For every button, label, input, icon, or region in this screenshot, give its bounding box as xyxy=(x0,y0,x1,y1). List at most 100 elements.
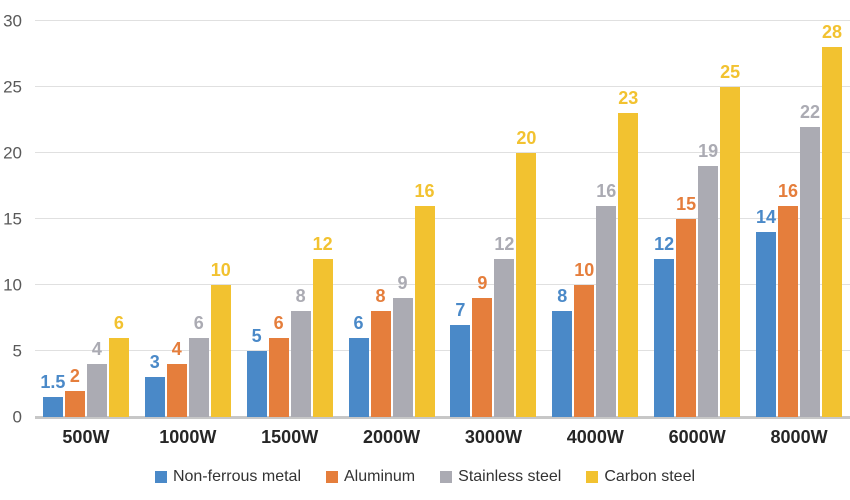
bar: 6 xyxy=(108,314,129,417)
bar-value-label: 8 xyxy=(375,286,386,307)
bar: 19 xyxy=(698,142,718,417)
bar: 4 xyxy=(86,340,107,417)
bar-value-label: 2 xyxy=(69,365,80,386)
bar: 6 xyxy=(268,314,289,417)
bar: 25 xyxy=(720,63,740,417)
bar-value-label: 3 xyxy=(149,352,160,373)
y-axis-label: 20 xyxy=(3,143,22,163)
y-axis-label: 0 xyxy=(12,407,22,427)
bar: 23 xyxy=(618,89,638,417)
bar-group: 3 4 6 10 1000W xyxy=(144,21,231,446)
bar: 9 xyxy=(472,274,493,417)
y-axis-label: 25 xyxy=(3,77,22,97)
bar-value-label: 15 xyxy=(676,194,697,214)
y-axis-label: 15 xyxy=(3,209,22,229)
bar-value-label: 4 xyxy=(171,339,182,360)
bar-value-label: 6 xyxy=(113,312,124,333)
x-axis-label: 4000W xyxy=(566,427,624,447)
bar: 8 xyxy=(552,287,573,417)
bar: 6 xyxy=(188,314,209,417)
gridline xyxy=(35,350,850,352)
bar-value-label: 12 xyxy=(312,233,333,254)
bar: 3 xyxy=(144,353,165,417)
bar: 8 xyxy=(290,287,311,417)
x-axis-label: 500W xyxy=(62,427,110,447)
bar-value-label: 4 xyxy=(91,339,102,360)
bar-value-label: 14 xyxy=(756,207,777,228)
legend: Non-ferrous metal Aluminum Stainless steel… xyxy=(0,469,850,485)
bar-group: 6 8 9 16 2000W xyxy=(348,21,435,446)
bar-value-label: 10 xyxy=(574,260,595,281)
bar-value-label: 28 xyxy=(822,22,843,43)
bar: 7 xyxy=(450,301,471,417)
bar-value-label: 10 xyxy=(210,260,231,281)
bar-value-label: 16 xyxy=(414,180,435,201)
gridline xyxy=(35,152,850,154)
x-axis-label: 2000W xyxy=(363,427,421,447)
bar: 4 xyxy=(166,340,187,417)
bar-value-label: 25 xyxy=(720,62,741,82)
legend-label: Stainless steel xyxy=(458,468,562,485)
legend-swatch-icon xyxy=(440,471,453,483)
bar-value-label: 16 xyxy=(596,180,617,201)
bar: 8 xyxy=(370,287,391,417)
legend-label: Non-ferrous metal xyxy=(172,468,301,485)
gridline xyxy=(35,86,850,87)
x-axis-label: 1500W xyxy=(261,427,319,447)
legend-item: Non-ferrous metal xyxy=(154,468,301,485)
bar-group: 5 6 8 12 1500W xyxy=(246,21,333,446)
bar: 10 xyxy=(574,261,594,417)
bar: 12 xyxy=(494,235,514,417)
bar-value-label: 6 xyxy=(193,312,204,333)
legend-item: Carbon steel xyxy=(586,469,695,485)
bar-value-label: 5 xyxy=(251,326,262,347)
bar-value-label: 19 xyxy=(698,141,719,162)
y-axis: 0 5 10 15 20 25 30 xyxy=(0,13,22,426)
bar-value-label: 7 xyxy=(455,299,466,320)
bar-value-label: 1.5 xyxy=(40,372,66,393)
bar-value-label: 6 xyxy=(353,312,364,333)
legend-item: Aluminum xyxy=(326,469,415,485)
x-axis-label: 8000W xyxy=(770,427,828,447)
y-axis-label: 30 xyxy=(3,11,22,31)
bar-value-label: 6 xyxy=(273,312,284,333)
bar: 22 xyxy=(800,103,820,417)
bar-value-label: 8 xyxy=(557,286,568,307)
bar-value-label: 9 xyxy=(477,273,488,294)
bar-value-label: 23 xyxy=(618,88,639,109)
bar: 10 xyxy=(211,261,231,417)
bar-group: 8 10 16 23 4000W xyxy=(552,21,638,446)
bar: 16 xyxy=(778,182,798,417)
y-axis-label: 10 xyxy=(3,275,22,295)
legend-swatch-icon xyxy=(586,471,599,483)
bar-group: 1.5 2 4 6 500W xyxy=(40,21,129,446)
x-axis-label: 1000W xyxy=(159,427,217,447)
bar: 16 xyxy=(596,182,616,417)
bar-groups: 1.5 2 4 6 500W 3 4 6 10 1000W 5 6 8 12 1500W 6 8 9 16 2000W… xyxy=(35,21,850,446)
bar: 14 xyxy=(756,208,776,417)
bar: 16 xyxy=(415,182,435,417)
bar: 1.5 xyxy=(40,373,65,417)
x-axis-line xyxy=(35,416,850,419)
bar: 2 xyxy=(64,367,85,417)
bar: 12 xyxy=(313,235,333,417)
bar: 6 xyxy=(348,314,369,417)
bar-value-label: 8 xyxy=(295,286,306,307)
bar: 12 xyxy=(654,235,674,417)
legend-swatch-icon xyxy=(326,471,338,483)
y-axis-label: 5 xyxy=(12,341,22,361)
legend-label: Carbon steel xyxy=(604,468,696,485)
bar-value-label: 12 xyxy=(654,233,675,254)
bar: 9 xyxy=(392,274,413,417)
bar: 15 xyxy=(676,195,696,417)
bar: 5 xyxy=(246,327,267,417)
bar-group: 12 15 19 25 6000W xyxy=(654,21,740,446)
bar-value-label: 12 xyxy=(494,233,515,254)
legend-item: Stainless steel xyxy=(440,469,561,485)
bar-value-label: 20 xyxy=(516,128,537,149)
gridline xyxy=(35,218,850,219)
legend-label: Aluminum xyxy=(344,468,416,485)
legend-swatch-icon xyxy=(154,471,167,483)
bar-value-label: 16 xyxy=(778,180,799,201)
